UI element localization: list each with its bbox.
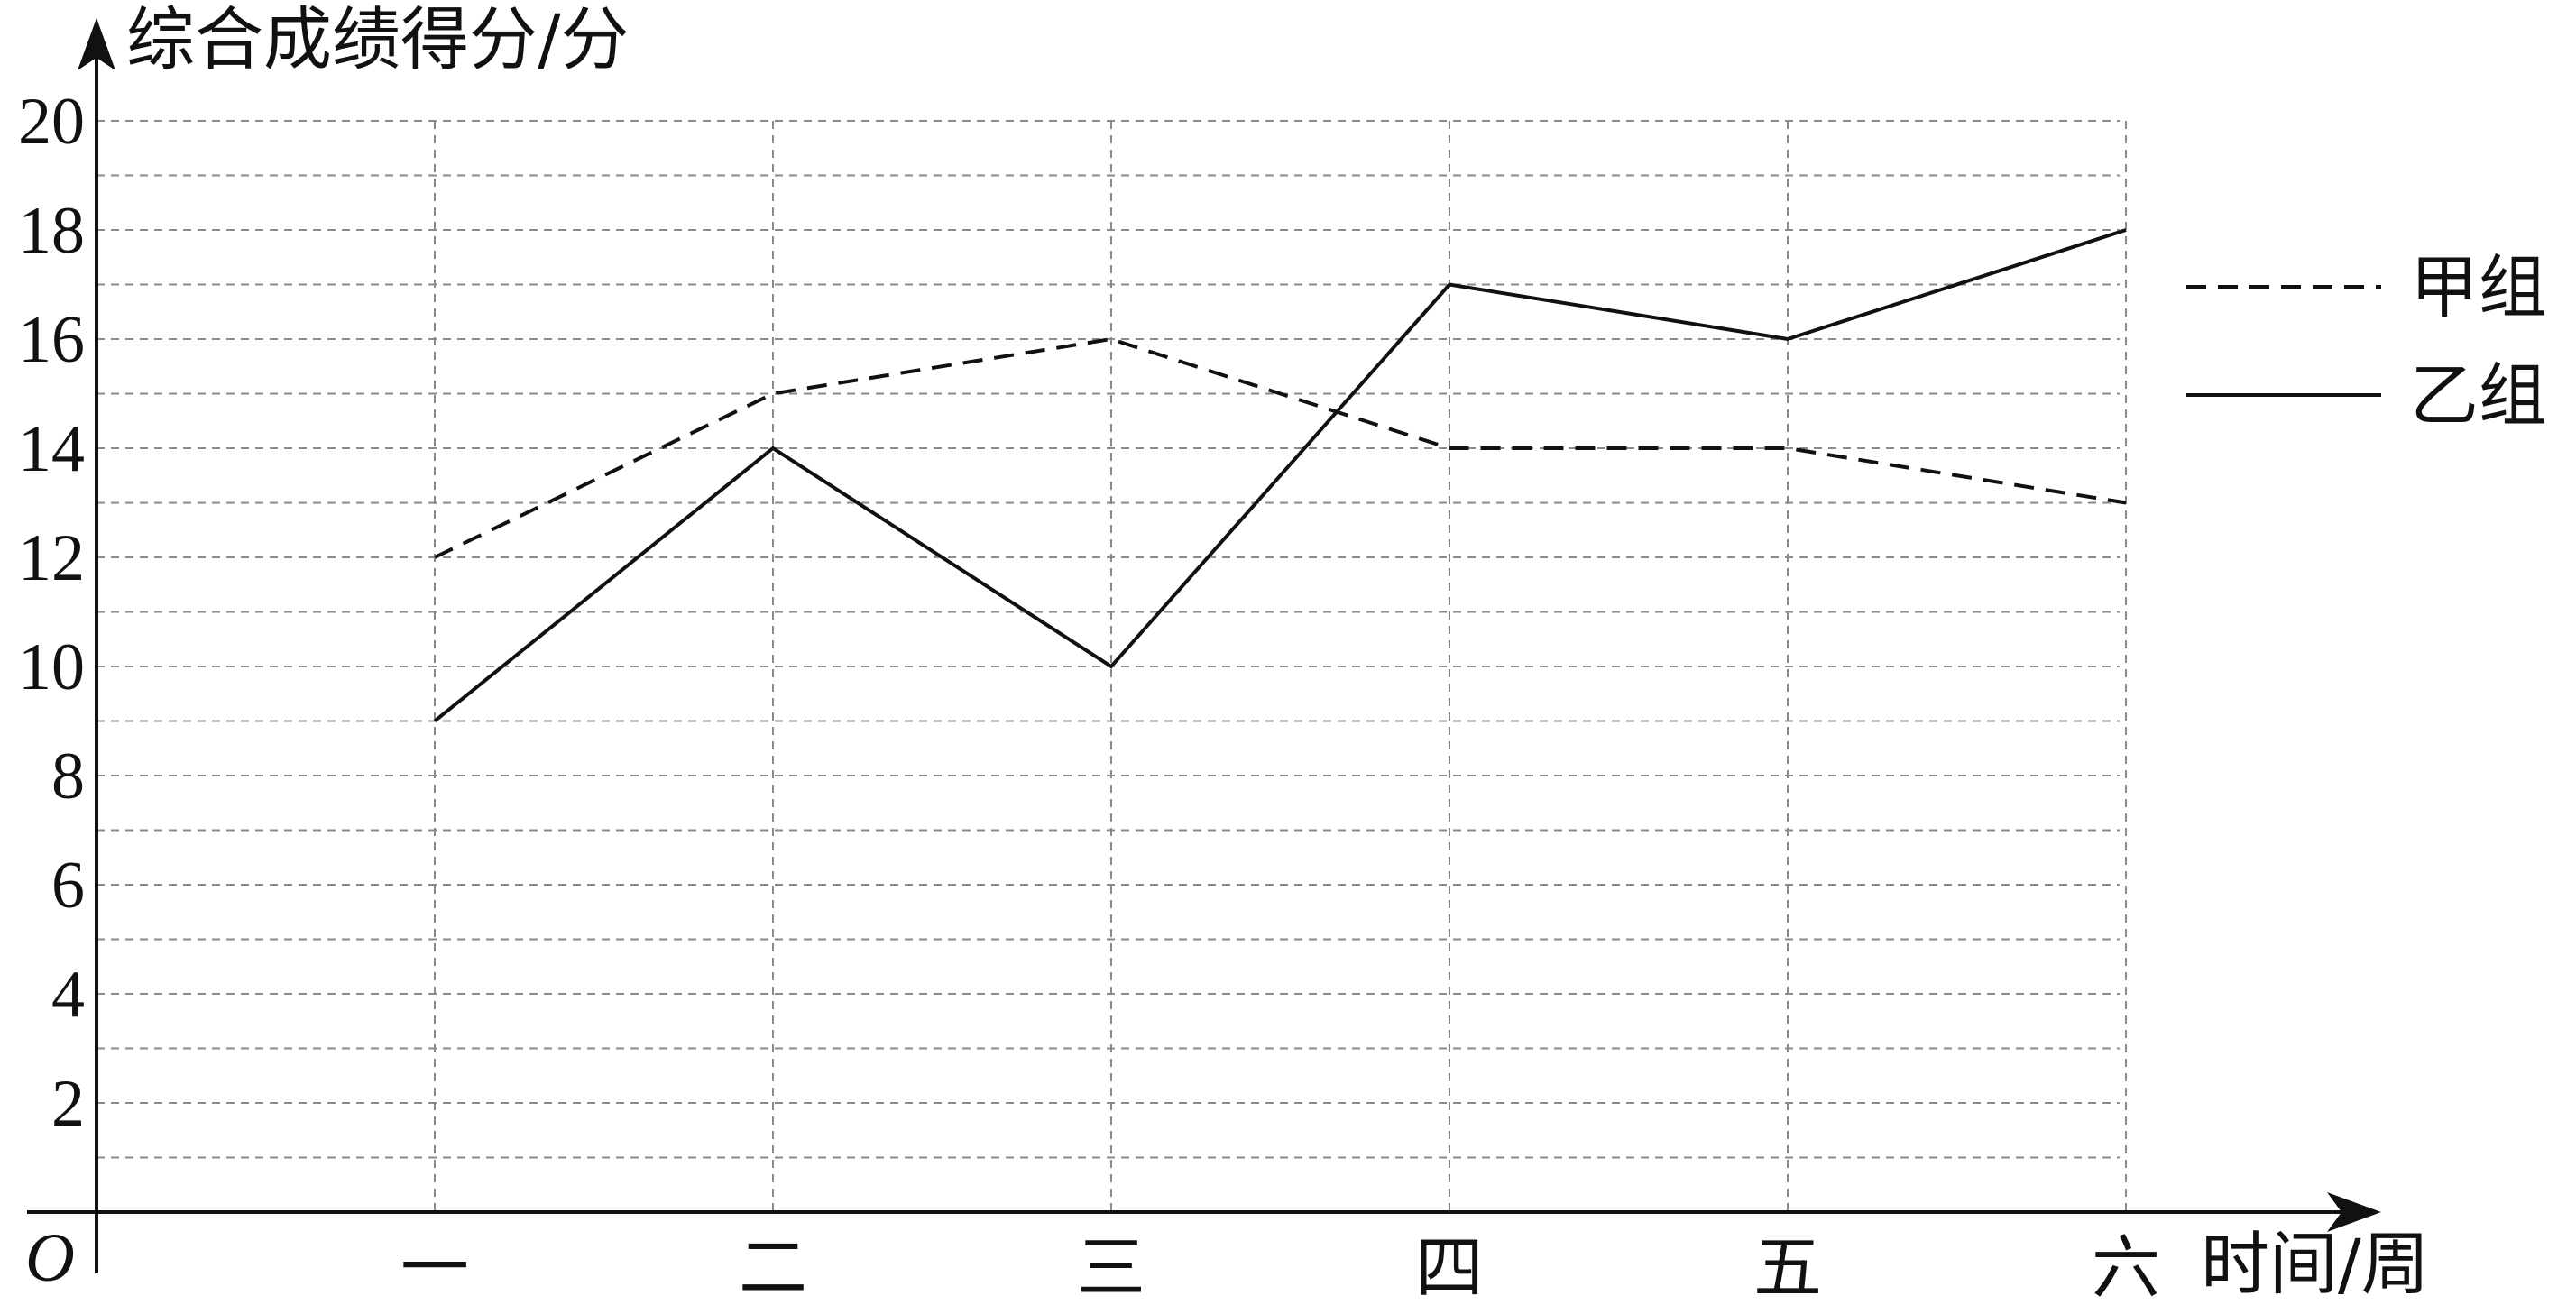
y-tick-label: 14 [18,412,85,486]
axes [27,18,2381,1273]
y-tick-label: 18 [18,194,85,268]
x-axis-title: 时间/周 [2201,1224,2430,1304]
y-axis-title: 综合成绩得分/分 [126,0,630,79]
y-tick-labels: 2 4 6 8 10 12 14 16 18 20 [18,85,85,1141]
y-axis-arrow [78,18,115,70]
grid [97,120,2127,1212]
series-line [433,228,2127,723]
series-line [434,336,2127,559]
y-tick-label: 20 [18,85,85,159]
legend-label: 乙组 [2410,355,2547,436]
x-tick-label: 二 [739,1227,807,1308]
series-layer [433,228,2127,723]
x-tick-label: 一 [400,1227,469,1308]
y-tick-label: 6 [51,849,85,923]
y-tick-label: 4 [51,958,85,1032]
y-tick-label: 10 [18,630,85,704]
origin-label: O [25,1220,75,1296]
x-tick-label: 四 [1415,1227,1484,1308]
x-tick-label: 三 [1077,1227,1145,1308]
legend-label: 甲组 [2410,247,2547,327]
y-tick-label: 2 [51,1067,85,1141]
x-axis-arrow [2327,1192,2381,1232]
y-tick-label: 12 [18,521,85,595]
y-tick-label: 8 [51,740,85,813]
y-tick-label: 16 [18,303,85,377]
x-tick-label: 六 [2092,1227,2160,1308]
x-tick-label: 五 [1753,1227,1822,1308]
labels: 综合成绩得分/分 时间/周 O [25,0,2430,1304]
x-tick-labels: 一二三四五六 [400,1227,2160,1308]
